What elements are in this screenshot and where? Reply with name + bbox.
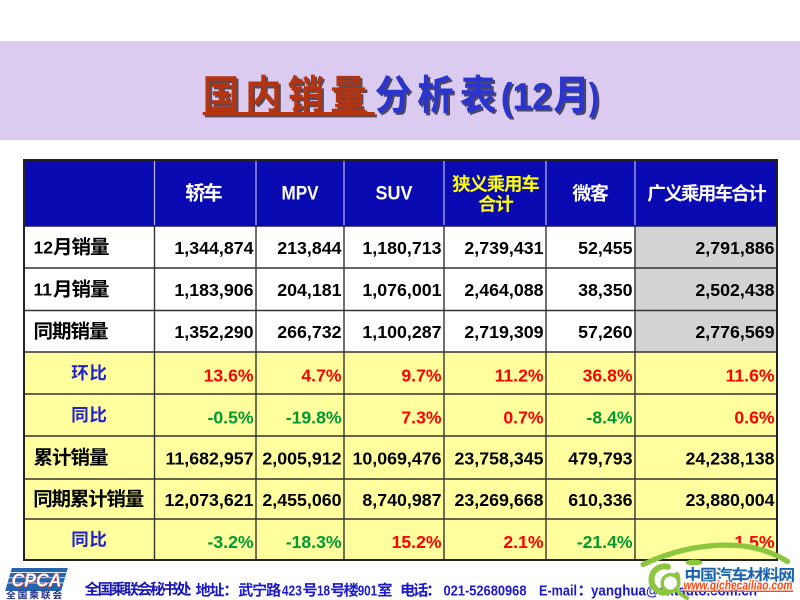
svg-text:204,181: 204,181 — [277, 280, 341, 300]
svg-text:www.qichecailiao.com: www.qichecailiao.com — [684, 579, 793, 593]
svg-text:-21.4%: -21.4% — [577, 532, 633, 552]
svg-text:2,455,060: 2,455,060 — [262, 490, 341, 510]
svg-text:2,776,569: 2,776,569 — [695, 322, 774, 342]
svg-text:E-mail: E-mail — [539, 584, 577, 600]
svg-text:610,336: 610,336 — [568, 490, 632, 510]
svg-text:23,758,345: 23,758,345 — [455, 449, 544, 469]
svg-text:8,740,987: 8,740,987 — [362, 490, 441, 510]
svg-text:7.3%: 7.3% — [401, 408, 441, 428]
svg-text:2,005,912: 2,005,912 — [262, 449, 341, 469]
svg-text:1,344,874: 1,344,874 — [174, 238, 253, 258]
svg-text:24,238,138: 24,238,138 — [686, 449, 775, 469]
svg-text:MPV: MPV — [282, 183, 319, 205]
svg-text:52,455: 52,455 — [578, 238, 632, 258]
svg-text:1,180,713: 1,180,713 — [362, 238, 441, 258]
svg-text:2,502,438: 2,502,438 — [695, 280, 774, 300]
svg-text:15.2%: 15.2% — [392, 532, 442, 552]
svg-text:2,464,088: 2,464,088 — [464, 280, 543, 300]
svg-text:9.7%: 9.7% — [401, 366, 441, 386]
svg-text:57,260: 57,260 — [578, 322, 632, 342]
svg-text:213,844: 213,844 — [277, 238, 341, 258]
svg-text:0.6%: 0.6% — [734, 408, 774, 428]
svg-text:23,269,668: 23,269,668 — [455, 490, 544, 510]
svg-text:12,073,621: 12,073,621 — [165, 490, 254, 510]
svg-text:23,880,004: 23,880,004 — [686, 490, 775, 510]
svg-text:1,076,001: 1,076,001 — [362, 280, 441, 300]
svg-text:13.6%: 13.6% — [204, 366, 254, 386]
svg-text:-18.3%: -18.3% — [286, 532, 342, 552]
svg-text:11,682,957: 11,682,957 — [165, 449, 253, 469]
svg-text:2,791,886: 2,791,886 — [695, 238, 774, 258]
svg-text:423: 423 — [282, 584, 302, 600]
svg-text:-19.8%: -19.8% — [286, 408, 342, 428]
svg-text:021-52680968: 021-52680968 — [444, 584, 527, 600]
svg-text:2,739,431: 2,739,431 — [464, 238, 543, 258]
svg-text:11.2%: 11.2% — [495, 366, 544, 386]
svg-text:4.7%: 4.7% — [301, 366, 341, 386]
svg-text:): ) — [589, 77, 599, 119]
svg-text:0.7%: 0.7% — [503, 408, 543, 428]
svg-text:(12: (12 — [503, 79, 554, 121]
svg-text:1,183,906: 1,183,906 — [174, 280, 253, 300]
svg-text:36.8%: 36.8% — [583, 366, 633, 386]
svg-text:901: 901 — [358, 584, 378, 600]
svg-text:): ) — [591, 79, 601, 121]
svg-text:-3.2%: -3.2% — [208, 532, 254, 552]
svg-text:12: 12 — [34, 237, 54, 257]
svg-text:1,100,287: 1,100,287 — [362, 322, 441, 342]
svg-text:11.6%: 11.6% — [726, 366, 775, 386]
svg-text:2,719,309: 2,719,309 — [464, 322, 543, 342]
svg-text:18: 18 — [317, 584, 330, 600]
svg-text:CPCA: CPCA — [12, 570, 62, 591]
svg-text:38,350: 38,350 — [578, 280, 632, 300]
svg-text:10,069,476: 10,069,476 — [353, 449, 442, 469]
svg-text:479,793: 479,793 — [568, 449, 632, 469]
svg-text:2.1%: 2.1% — [503, 532, 543, 552]
svg-text:SUV: SUV — [376, 183, 413, 205]
svg-text:(12: (12 — [501, 77, 552, 119]
svg-text:-8.4%: -8.4% — [587, 408, 633, 428]
svg-text:266,732: 266,732 — [277, 322, 341, 342]
svg-text:1,352,290: 1,352,290 — [174, 322, 253, 342]
svg-text:11: 11 — [34, 280, 53, 300]
svg-text:-0.5%: -0.5% — [208, 408, 254, 428]
